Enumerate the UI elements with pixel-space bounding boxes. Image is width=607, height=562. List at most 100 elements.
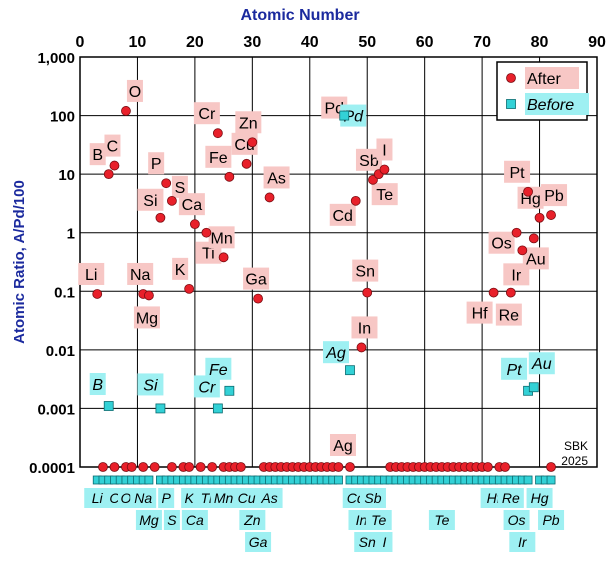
after-point-label: Ti: [202, 246, 215, 263]
before-point-label-bg: [322, 341, 349, 364]
x-tick-label: 40: [301, 34, 319, 51]
x-tick-label: 90: [588, 34, 606, 51]
after-baseline-point: [500, 462, 510, 472]
after-point-label-bg: [376, 138, 393, 161]
after-point: [103, 169, 114, 180]
bottom-element-label-bg: [365, 510, 392, 530]
after-baseline-point: [482, 462, 493, 472]
bottom-element-label: Re: [502, 490, 520, 506]
after-point-label-bg: [522, 247, 549, 270]
bottom-element-label: P: [161, 490, 171, 506]
bottom-element-label: O: [121, 490, 132, 506]
after-point-label-bg: [193, 102, 220, 125]
after-point-label: Hf: [472, 306, 489, 323]
bottom-element-label-bg: [256, 488, 283, 508]
tick-labels: 0 10 20 30 40 50 60 70 80 90 0.0001 0.001 0.01 0.1 1 10…: [29, 34, 606, 477]
after-point-label: Pb: [544, 188, 564, 205]
after-baseline-point: [235, 462, 246, 472]
after-point-label-bg: [137, 188, 164, 211]
before-point-label-bg: [528, 352, 555, 375]
after-point-label: C: [107, 139, 119, 156]
bottom-element-label-bg: [245, 532, 272, 552]
after-point-label: Re: [499, 308, 520, 325]
before-point-label-bg: [137, 373, 164, 396]
bottom-element-label: C: [109, 490, 120, 506]
after-baseline-point: [207, 462, 218, 472]
y-tick-label: 1,000: [37, 50, 75, 67]
x-tick-label: 60: [416, 34, 434, 51]
before-point: [155, 403, 166, 414]
after-point: [121, 106, 131, 116]
before-point-label: Pt: [507, 362, 523, 379]
after-point: [517, 245, 528, 256]
legend-label: After: [527, 71, 561, 88]
after-point: [144, 290, 154, 301]
after-point-label-bg: [243, 267, 270, 290]
y-tick-label: 100: [50, 109, 75, 126]
x-tick-label: 30: [243, 34, 261, 51]
before-point-label-bg: [205, 357, 232, 380]
after-point: [224, 171, 235, 182]
bottom-element-label-bg: [135, 510, 162, 530]
after-point: [189, 219, 200, 230]
after-point-label: K: [175, 262, 186, 279]
before-baseline-square: [523, 475, 533, 485]
bottom-element-label: Ga: [249, 534, 268, 550]
bottom-element-label: Zn: [243, 512, 261, 528]
after-point: [546, 210, 556, 220]
after-point-label: Mg: [136, 310, 158, 327]
after-point-label-bg: [172, 257, 189, 280]
before-point-label: B: [92, 377, 103, 394]
bottom-element-label-bg: [428, 510, 455, 530]
x-axis-title: Atomic Number: [240, 7, 359, 24]
after-point-label-bg: [178, 193, 205, 216]
after-point: [212, 128, 223, 139]
bottom-element-label-bg: [233, 488, 260, 508]
after-point: [379, 164, 390, 175]
bottom-element-label-bg: [354, 532, 381, 552]
before-point-label: Au: [531, 356, 552, 373]
after-point: [167, 195, 177, 206]
after-point-label: Na: [130, 267, 151, 284]
before-point-label: Ag: [325, 345, 346, 362]
after-baseline-point: [126, 462, 137, 472]
legend-label-bg: [525, 93, 589, 115]
bottom-element-label: Te: [434, 512, 449, 528]
after-point-label: Cr: [198, 106, 216, 123]
after-point: [109, 160, 120, 171]
after-point-label: Au: [526, 251, 546, 268]
after-point: [184, 283, 195, 294]
after-point-label: Pd: [324, 101, 344, 118]
after-baseline-point: [167, 462, 177, 472]
legend-label: Before: [527, 97, 574, 114]
after-point-label-bg: [488, 231, 515, 254]
after-point: [247, 137, 258, 148]
after-point: [218, 252, 229, 263]
before-point: [103, 401, 114, 411]
after-point-label-bg: [78, 262, 105, 285]
after-point-label-bg: [504, 160, 531, 183]
after-point-label: Os: [491, 236, 511, 253]
before-baseline-square: [334, 475, 343, 485]
after-point-label: Sn: [355, 264, 375, 281]
bottom-element-label-bg: [503, 510, 530, 530]
bottom-element-label: As: [260, 490, 277, 506]
after-point-label-bg: [352, 259, 379, 282]
legend-marker-before: [506, 99, 516, 109]
after-point-label-bg: [466, 301, 493, 324]
after-point: [362, 287, 373, 298]
legend-marker-after: [506, 73, 516, 83]
bottom-element-label: Na: [134, 490, 152, 506]
x-tick-label: 70: [473, 34, 491, 51]
after-point-label: S: [175, 180, 186, 197]
after-baseline-point: [98, 462, 108, 472]
after-point: [488, 287, 499, 298]
bottom-element-label: Mn: [214, 490, 234, 506]
bottom-element-label: K: [184, 490, 194, 506]
before-point: [224, 385, 235, 396]
after-point-label: Sb: [359, 153, 379, 170]
bottom-element-label: Ir: [518, 534, 528, 550]
